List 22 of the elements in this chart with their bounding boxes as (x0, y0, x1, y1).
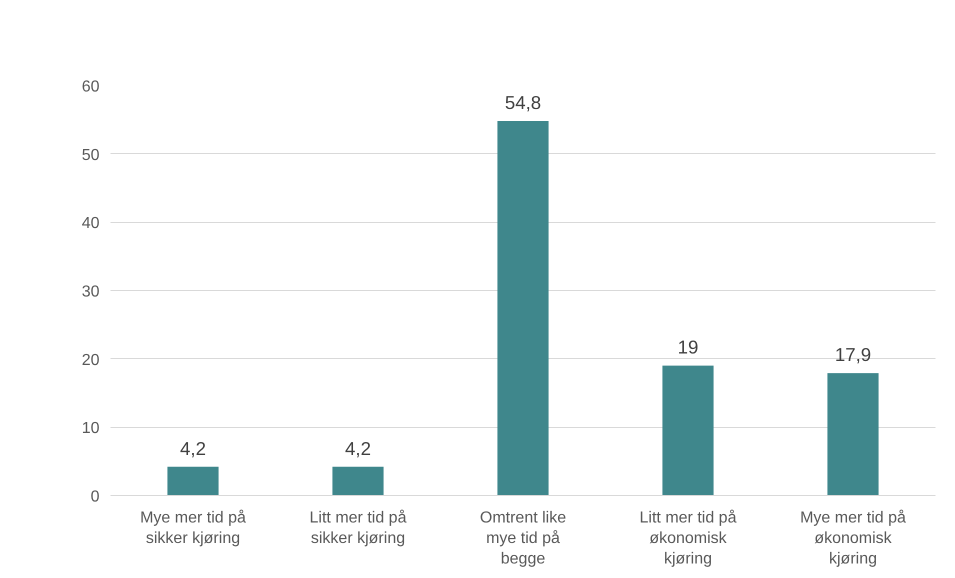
bar (497, 121, 549, 496)
bar (662, 366, 714, 496)
y-tick-label: 30 (82, 284, 100, 300)
bar (827, 373, 879, 496)
y-tick-label: 10 (82, 420, 100, 438)
y-tick-label: 20 (82, 352, 100, 369)
data-label: 4,2 (180, 438, 206, 459)
x-tick-label: Litt mer tid på økonomisk kjøring (640, 510, 737, 568)
data-label: 19 (678, 336, 698, 358)
x-tick-label: Mye mer tid på sikker kjøring (140, 510, 246, 547)
x-tick-label: Mye mer tid på økonomisk kjøring (800, 510, 906, 568)
data-label: 17,9 (834, 344, 872, 366)
y-tick-label: 50 (82, 146, 100, 164)
y-tick-label: 60 (82, 78, 100, 96)
y-tick-label: 0 (90, 488, 100, 506)
bar (332, 466, 384, 496)
data-label: 4,2 (345, 438, 371, 459)
x-tick-label: Litt mer tid på sikker kjøring (310, 510, 407, 547)
bar (167, 466, 219, 496)
y-tick-label: 40 (82, 215, 100, 232)
data-label: 54,8 (504, 92, 542, 114)
x-tick-label: Omtrent like mye tid på begge (480, 510, 566, 568)
